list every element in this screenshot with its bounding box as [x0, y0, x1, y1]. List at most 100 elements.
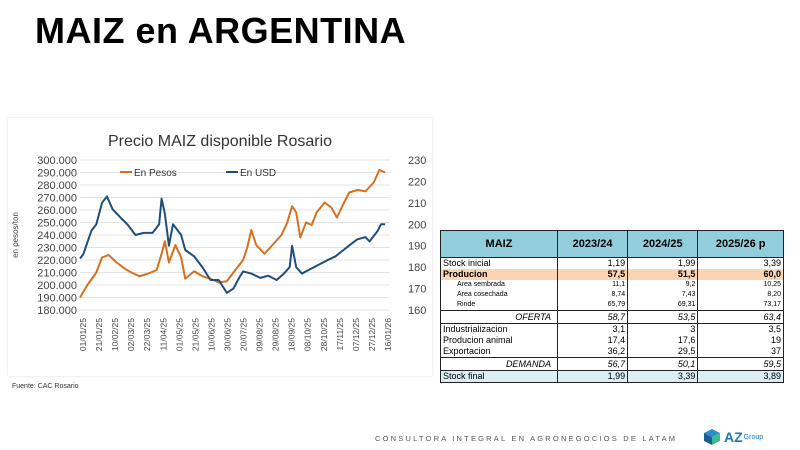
- y-tick-label: 250.000: [37, 218, 77, 230]
- source-note: Fuente: CAC Rosario: [12, 383, 79, 390]
- table-row: Producion animal 17,4 17,6 19: [440, 335, 784, 346]
- y2-tick-label: 230: [408, 155, 426, 167]
- row-label: Stock final: [440, 370, 558, 383]
- column-header: 2025/26 p: [697, 230, 784, 258]
- y2-tick-label: 210: [408, 198, 426, 210]
- value-cell: 7,43: [627, 290, 699, 300]
- x-tick-label: 01/05/25: [174, 318, 184, 351]
- table-row: Stock inicial 1,19 1,99 3,39: [440, 257, 784, 269]
- y2-tick-label: 200: [408, 219, 426, 231]
- value-cell: 69,31: [627, 300, 699, 311]
- value-cell: 37: [697, 346, 784, 358]
- column-header: MAIZ: [440, 230, 558, 258]
- row-label: DEMANDA: [440, 357, 558, 371]
- value-cell: 3,1: [556, 323, 629, 335]
- value-cell: 60,0: [697, 269, 784, 280]
- value-cell: 58,7: [556, 310, 629, 324]
- value-cell: 3: [627, 323, 699, 335]
- table-row: Rinde 65,79 69,31 73,17: [440, 300, 784, 311]
- y2-tick-label: 190: [408, 241, 426, 253]
- x-tick-label: 02/03/25: [126, 318, 136, 351]
- row-label: Exportacion: [440, 346, 558, 358]
- table-row: OFERTA 58,7 53,5 63,4: [440, 310, 784, 324]
- x-tick-label: 21/01/25: [94, 318, 104, 351]
- x-tick-label: 17/11/25: [335, 318, 345, 351]
- y-tick-label: 230.000: [37, 243, 77, 255]
- x-tick-label: 30/06/25: [222, 318, 232, 351]
- chart-svg: Precio MAIZ disponible Rosario 300.000290…: [11, 133, 426, 351]
- column-header: 2023/24: [556, 230, 629, 258]
- x-tick-label: 21/05/25: [190, 318, 200, 351]
- value-cell: 3,39: [697, 257, 784, 269]
- value-cell: 3,89: [697, 370, 784, 383]
- value-cell: 53,5: [627, 310, 699, 324]
- slide-title: MAIZ en ARGENTINA: [35, 10, 407, 51]
- y-tick-label: 240.000: [37, 230, 77, 242]
- value-cell: 3,39: [627, 370, 699, 383]
- row-label: Area sembrada: [440, 280, 558, 290]
- table-row: Exportacion 36,2 29,5 37: [440, 346, 784, 358]
- series-line-usd: [79, 195, 386, 294]
- chart-title: Precio MAIZ disponible Rosario: [108, 133, 332, 150]
- table-row: Area sembrada 11,1 9,2 10,25: [440, 280, 784, 290]
- y-tick-label: 290.000: [37, 168, 77, 180]
- y-tick-label: 210.000: [37, 268, 77, 280]
- x-tick-label: 28/10/25: [319, 318, 329, 351]
- value-cell: 10,25: [697, 280, 784, 290]
- x-tick-label: 29/08/25: [271, 318, 281, 351]
- x-tick-label: 10/06/25: [206, 318, 216, 351]
- y-tick-label: 260.000: [37, 205, 77, 217]
- y-tick-label: 270.000: [37, 193, 77, 205]
- table-row: Industrializacion 3,1 3 3,5: [440, 323, 784, 335]
- y-tick-label: 220.000: [37, 255, 77, 267]
- legend-label: En USD: [240, 168, 276, 179]
- table-header-row: MAIZ 2023/24 2024/25 2025/26 p: [440, 230, 784, 258]
- value-cell: 29,5: [627, 346, 699, 358]
- table-row: Producion 57,5 51,5 60,0: [440, 269, 784, 280]
- logo-text: AZ: [724, 429, 743, 445]
- footer-tagline: CONSULTORA INTEGRAL EN AGRONEGOCIOS DE L…: [375, 434, 678, 443]
- y-axis-label: en pesos/ton: [11, 212, 20, 258]
- y-tick-label: 300.000: [37, 155, 77, 167]
- value-cell: 57,5: [556, 269, 629, 280]
- value-cell: 1,99: [556, 370, 629, 383]
- value-cell: 73,17: [697, 300, 784, 311]
- logo-subtext: Group: [743, 433, 764, 441]
- row-label: OFERTA: [440, 310, 558, 324]
- row-label: Area cosechada: [440, 290, 558, 300]
- y2-tick-label: 170: [408, 284, 426, 296]
- x-tick-label: 01/01/25: [78, 318, 88, 351]
- value-cell: 65,79: [556, 300, 629, 311]
- x-tick-label: 27/12/25: [367, 318, 377, 351]
- value-cell: 8,20: [697, 290, 784, 300]
- value-cell: 11,1: [556, 280, 629, 290]
- y-tick-label: 280.000: [37, 180, 77, 192]
- value-cell: 3,5: [697, 323, 784, 335]
- y-tick-label: 180.000: [37, 305, 77, 317]
- x-tick-label: 22/03/25: [142, 318, 152, 351]
- price-chart: Precio MAIZ disponible Rosario 300.000 290…: [8, 118, 432, 376]
- value-cell: 50,1: [627, 357, 699, 371]
- value-cell: 19: [697, 335, 784, 346]
- value-cell: 9,2: [627, 280, 699, 290]
- y2-tick-label: 180: [408, 262, 426, 274]
- az-group-logo: AZ Group: [703, 428, 763, 446]
- table-row: DEMANDA 56,7 50,1 59,5: [440, 357, 784, 371]
- x-tick-label: 10/02/25: [110, 318, 120, 351]
- cube-logo-icon: [704, 429, 720, 445]
- value-cell: 17,6: [627, 335, 699, 346]
- x-tick-label: 07/12/25: [351, 318, 361, 351]
- value-cell: 63,4: [697, 310, 784, 324]
- value-cell: 51,5: [627, 269, 699, 280]
- series-line-pesos: [79, 169, 386, 299]
- x-tick-label: 11/04/25: [158, 318, 168, 351]
- x-tick-label: 08/10/25: [303, 318, 313, 351]
- x-tick-label: 20/07/25: [239, 318, 249, 351]
- x-tick-label: 18/09/25: [287, 318, 297, 351]
- value-cell: 1,19: [556, 257, 629, 269]
- y2-tick-label: 160: [408, 305, 426, 317]
- y-tick-label: 200.000: [37, 280, 77, 292]
- row-label: Producion: [440, 269, 558, 280]
- maiz-balance-table: MAIZ 2023/24 2024/25 2025/26 p Stock inicial…: [440, 230, 784, 383]
- column-header: 2024/25: [627, 230, 699, 258]
